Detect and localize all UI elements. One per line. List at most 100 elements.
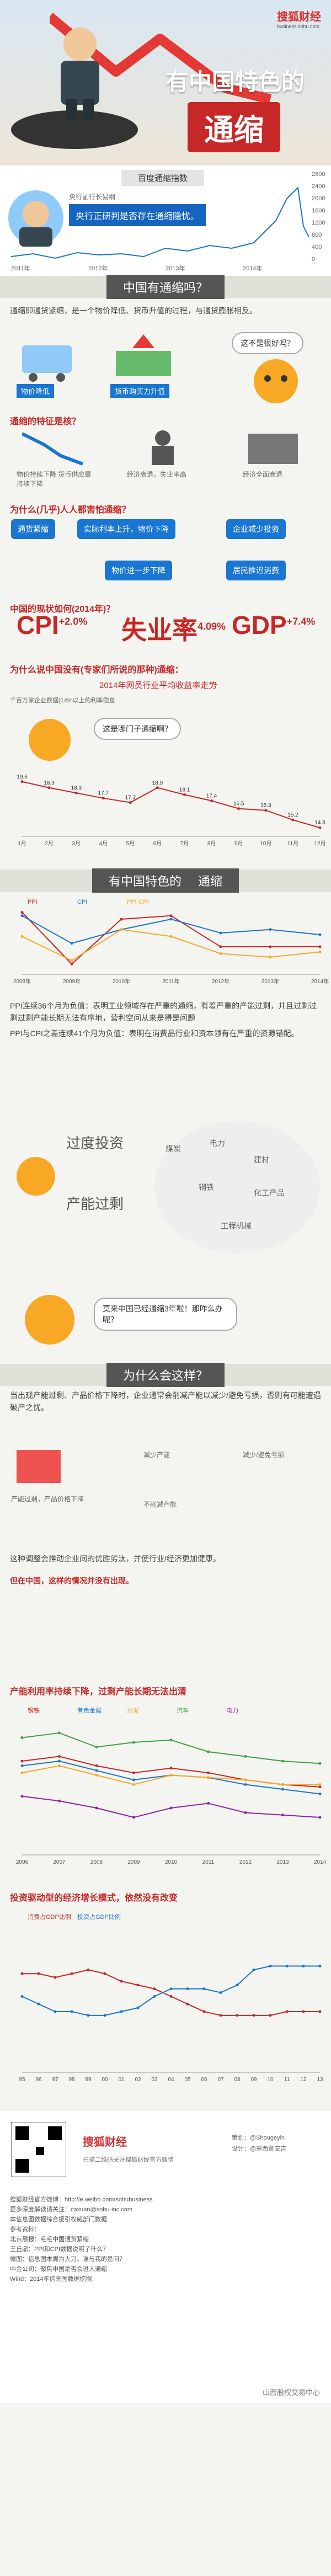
why-title: 为什么(几乎)人人都害怕通缩？ xyxy=(10,505,131,515)
x-tick-label: 2010 xyxy=(165,1859,178,1865)
data-point xyxy=(95,1806,98,1810)
x-tick-label: 3月 xyxy=(72,840,81,847)
ask-bubble: 莫来中国已经通缩3年啦！那咋么办呢？ xyxy=(94,1298,237,1331)
kpi-cpi-label: CPI xyxy=(17,611,59,639)
x-tick-label: 1月 xyxy=(18,840,26,847)
data-point xyxy=(169,1774,173,1777)
x-tick-label: 6月 xyxy=(153,840,162,847)
data-point xyxy=(169,1767,173,1770)
worried-person-icon xyxy=(61,28,99,121)
series-line xyxy=(22,1969,320,2016)
x-tick-label: 09 xyxy=(250,2077,257,2083)
item-power: 电力 xyxy=(210,1139,225,1148)
up-label: 货币购买力升值 xyxy=(110,384,170,398)
investment-chart: 95 96 97 98 99 00 01 02 03 04 05 06 07 08 09 10 11 12 13 消费… xyxy=(19,1913,323,2083)
data-point xyxy=(120,1980,123,1983)
item-material: 建材 xyxy=(254,1155,269,1164)
qr-code-icon xyxy=(11,2122,66,2177)
x-tick-label: 2012 xyxy=(239,1859,252,1865)
x-tick-label: 12 xyxy=(300,2077,307,2083)
y-tick-2800: 2800 xyxy=(312,171,325,178)
capacity-section: 产能利用率持续下降，过剩产能长期无法出清 2006 2007 2008 2009 201… xyxy=(0,1684,331,1882)
data-label: 16.3 xyxy=(260,803,271,809)
y-tick-400: 400 xyxy=(312,244,322,250)
cat-icon xyxy=(254,359,298,403)
brand-name: 搜狐财经 xyxy=(277,11,321,23)
kpi-unemp-value: 4.09% xyxy=(197,621,226,632)
capacity-title: 产能利用率持续下降，过剩产能长期无法出清 xyxy=(10,1687,187,1697)
ppi-cpi-chart: 2008年 2009年 2010年 2011年 2012年 2013年 2014年 PPI CP… xyxy=(13,899,329,985)
data-point xyxy=(269,956,272,959)
data-point xyxy=(20,1736,24,1739)
y-tick-1200: 1200 xyxy=(312,220,325,226)
data-point xyxy=(156,786,159,790)
data-point xyxy=(70,959,73,962)
data-label: 18.1 xyxy=(179,787,190,793)
data-point xyxy=(285,1965,289,1967)
data-label: 15.2 xyxy=(287,812,298,818)
reason-c: 减少/避免亏损 xyxy=(243,1451,285,1459)
footer-line: 微图：信息图本周为大刀。谁与我的是问？ xyxy=(10,2256,125,2263)
data-point xyxy=(244,1755,247,1758)
x-tick-label: 97 xyxy=(52,2077,58,2083)
footer-line: Wind：2014年信息图数据挖掘 xyxy=(10,2276,92,2282)
quote-source: 央行副行长易纲 xyxy=(69,193,116,201)
section-bar-2: 为什么会这样？ xyxy=(0,1363,331,1387)
x-tick-label: 2014年 xyxy=(311,978,329,985)
data-point xyxy=(54,1976,57,1979)
data-point xyxy=(87,2014,90,2017)
baidu-index-chart xyxy=(10,186,309,259)
money-icon xyxy=(116,334,171,376)
ppi-chart-subtitle: 千百万家企业数据(14%以上的利率偿息 xyxy=(10,697,115,704)
data-point xyxy=(318,1816,322,1819)
feature-3: 经济全面衰退 xyxy=(243,471,283,478)
data-point xyxy=(169,918,173,921)
brand-logo: 搜狐财经 business.sohu.com xyxy=(277,8,321,29)
data-point xyxy=(269,945,272,948)
x-tick-label: 2009年 xyxy=(63,978,81,985)
section2-body: 当出现产能过剩、产品价格下降时，企业通常会削减产能以减少/避免亏损，否则有可能遭… xyxy=(0,1389,331,1676)
data-point xyxy=(236,1983,239,1987)
kpi-cpi-value: +2.0% xyxy=(58,616,88,627)
x-tick-label: 01 xyxy=(118,2077,125,2083)
data-point xyxy=(20,935,24,938)
capacity-chart: 2006 2007 2008 2009 2010 2011 2012 2013 2014 钢铁 有色… xyxy=(16,1706,327,1865)
data-point xyxy=(20,911,24,914)
data-point xyxy=(264,809,268,812)
x-tick-label: 04 xyxy=(168,2077,174,2083)
x-tick-label: 95 xyxy=(19,2077,25,2083)
cat-icon-3 xyxy=(25,1295,74,1345)
x-tick-label: 13 xyxy=(317,2077,323,2083)
data-point xyxy=(74,791,78,794)
flow-node-5: 居民推迟消费 xyxy=(226,561,286,580)
year-2014: 2014年 xyxy=(243,265,263,272)
data-point xyxy=(169,1806,173,1810)
hero-section: 搜狐财经 business.sohu.com 有中国特色的 通缩 xyxy=(0,0,331,166)
legend-entry: CPI xyxy=(77,899,87,905)
data-point xyxy=(318,1785,322,1789)
data-point xyxy=(318,950,322,953)
kpi-gdp-label: GDP xyxy=(232,611,287,639)
flow-node-4: 物价进一步下降 xyxy=(105,561,172,580)
data-point xyxy=(20,1795,24,1798)
data-point xyxy=(318,945,322,948)
data-point xyxy=(269,1965,272,1967)
data-point xyxy=(103,1972,106,1975)
footer-brand: 搜狐财经 xyxy=(83,2136,127,2148)
data-point xyxy=(237,807,241,810)
footer-line: 中金公司：聚焦中国是否会进入通缩 xyxy=(10,2266,107,2273)
data-point xyxy=(153,1995,156,1998)
data-point xyxy=(37,1972,40,1975)
y-tick-1600: 1600 xyxy=(312,207,325,214)
section-title-2: 为什么会这样？ xyxy=(106,1363,225,1387)
x-tick-label: 07 xyxy=(217,2077,224,2083)
data-point xyxy=(136,1983,140,1987)
data-point xyxy=(269,928,272,931)
data-point xyxy=(103,2014,106,2017)
reason-a: 产能过剩，产品价格下降 xyxy=(11,1495,84,1503)
recession-icon xyxy=(248,434,298,464)
data-label: 17.4 xyxy=(206,793,217,799)
legend-entry: PPI xyxy=(28,899,38,905)
feature-2: 经济衰退，失业率高 xyxy=(127,471,187,478)
x-tick-label: 12月 xyxy=(314,840,325,847)
